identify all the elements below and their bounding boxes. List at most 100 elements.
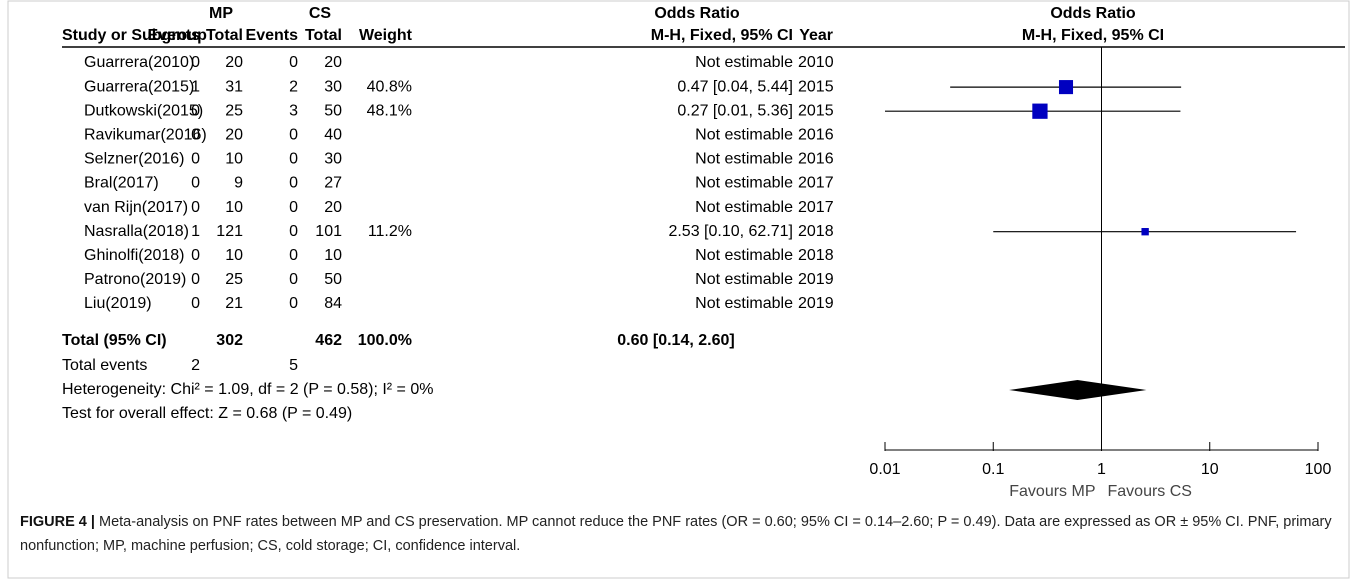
cell-mp-events: 0 [191,175,200,192]
cell-mp-events: 0 [191,151,200,168]
total-events-label: Total events [62,357,147,374]
study-name: Nasralla(2018) [84,223,189,240]
cell-cs-total: 27 [324,175,342,192]
cell-ci: Not estimable [695,247,793,264]
plot-title: Odds Ratio [1050,5,1136,22]
cell-cs-total: 30 [324,151,342,168]
cell-mp-total: 21 [225,295,243,312]
cell-mp-events: 1 [191,223,200,240]
cell-ci: 0.47 [0.04, 5.44] [677,78,793,95]
cell-cs-events: 0 [289,199,298,216]
study-name: Liu(2019) [84,295,152,312]
x-label-left: Favours MP [1009,483,1095,500]
cell-weight-label: 40.8% [367,78,412,95]
column-header: Total [206,27,243,44]
total-ci: 0.60 [0.14, 2.60] [617,332,734,349]
cell-cs-total: 50 [324,271,342,288]
x-tick-label: 0.01 [869,461,900,478]
cell-cs-total: 20 [324,54,342,71]
year: 2018 [798,247,834,264]
effect-box [1141,228,1149,236]
caption-text: Meta-analysis on PNF rates between MP an… [20,514,1332,554]
cell-cs-events: 2 [289,78,298,95]
total-weight-label: 100.0% [358,332,412,349]
cell-mp-total: 10 [225,247,243,264]
study-name: Guarrera(2010) [84,54,194,71]
cell-ci: 2.53 [0.10, 62.71] [668,223,793,240]
cell-ci: Not estimable [695,151,793,168]
cell-mp-events: 1 [191,78,200,95]
cell-cs-events: 0 [289,151,298,168]
year: 2016 [798,151,834,168]
cell-mp-events: 0 [191,102,200,119]
cell-mp-total: 10 [225,151,243,168]
year: 2016 [798,127,834,144]
year: 2019 [798,271,834,288]
cell-mp-total: 25 [225,102,243,119]
cell-ci: Not estimable [695,199,793,216]
cell-cs-total: 50 [324,102,342,119]
cell-mp-total: 20 [225,127,243,144]
group-header: Odds Ratio [654,5,740,22]
caption: FIGURE 4 | Meta-analysis on PNF rates be… [20,510,1340,558]
cell-cs-events: 0 [289,271,298,288]
cell-ci: Not estimable [695,175,793,192]
cell-mp-events: 0 [191,199,200,216]
cell-cs-events: 0 [289,295,298,312]
year: 2017 [798,175,834,192]
study-name: Ravikumar(2016) [84,127,207,144]
cell-mp-total: 10 [225,199,243,216]
column-header: Events [246,27,299,44]
cell-cs-total: 101 [315,223,342,240]
column-header: Year [799,27,833,44]
cell-mp-events: 0 [191,295,200,312]
caption-label: FIGURE 4 | [20,514,95,530]
cell-mp-total: 25 [225,271,243,288]
column-header: Study or Subgroup [62,27,207,44]
cell-cs-total: 30 [324,78,342,95]
cell-cs-events: 0 [289,223,298,240]
study-name: Guarrera(2015) [84,78,194,95]
cell-mp-events: 0 [191,271,200,288]
x-tick-label: 10 [1201,461,1219,478]
cell-ci: Not estimable [695,54,793,71]
heterogeneity: Heterogeneity: Chi² = 1.09, df = 2 (P = … [62,381,433,398]
cell-cs-events: 0 [289,54,298,71]
cell-cs-events: 0 [289,175,298,192]
cell-mp-total: 9 [234,175,243,192]
cell-mp-events: 0 [191,127,200,144]
year: 2010 [798,54,834,71]
total-mp-total: 302 [216,332,243,349]
year: 2019 [798,295,834,312]
cell-cs-events: 0 [289,247,298,264]
column-header: Events [148,27,201,44]
study-name: Ghinolfi(2018) [84,247,185,264]
year: 2018 [798,223,834,240]
cell-ci: Not estimable [695,127,793,144]
cell-ci: Not estimable [695,271,793,288]
cell-mp-total: 20 [225,54,243,71]
group-header: MP [209,5,233,22]
effect-box [1032,103,1048,119]
cell-mp-events: 0 [191,247,200,264]
year: 2015 [798,102,834,119]
study-name: van Rijn(2017) [84,199,188,216]
column-header: Weight [359,27,413,44]
column-header: M-H, Fixed, 95% CI [651,27,793,44]
cell-ci: Not estimable [695,295,793,312]
total-events-mp: 2 [191,357,200,374]
x-tick-label: 0.1 [982,461,1004,478]
cell-cs-events: 0 [289,127,298,144]
cell-mp-events: 0 [191,54,200,71]
overall-effect: Test for overall effect: Z = 0.68 (P = 0… [62,405,352,422]
figure-border [7,0,1350,579]
total-events-cs: 5 [289,357,298,374]
cell-mp-total: 121 [216,223,243,240]
x-tick-label: 1 [1097,461,1106,478]
cell-weight-label: 48.1% [367,102,412,119]
cell-cs-total: 10 [324,247,342,264]
cell-weight-label: 11.2% [368,223,412,240]
cell-cs-events: 3 [289,102,298,119]
total-label: Total (95% CI) [62,332,167,349]
